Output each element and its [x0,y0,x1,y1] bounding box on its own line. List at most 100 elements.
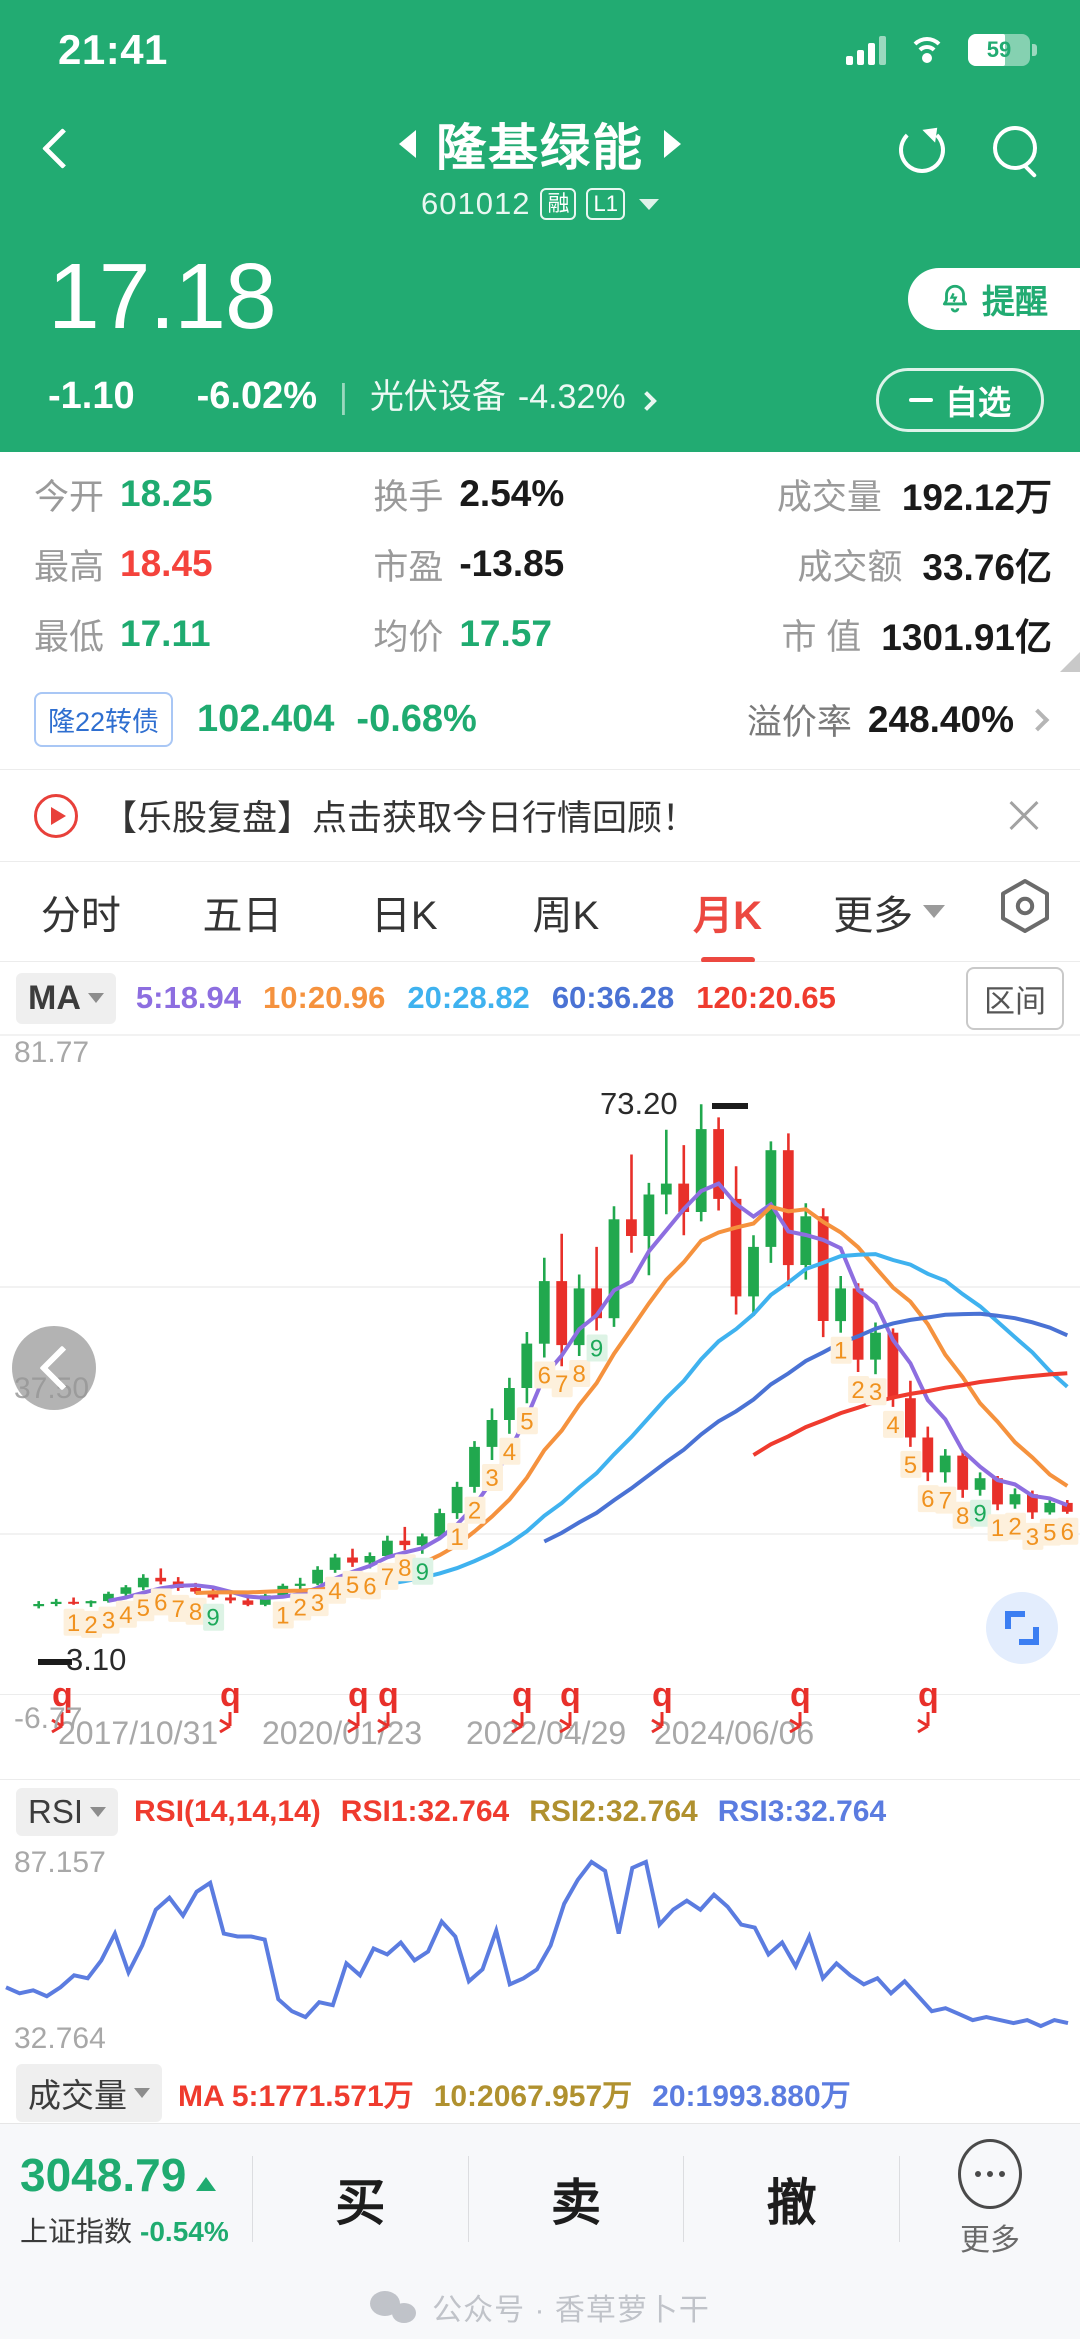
scroll-left-button[interactable] [12,1326,96,1410]
svg-text:9: 9 [206,1605,219,1632]
svg-text:4: 4 [886,1412,899,1439]
tab-wuri[interactable]: 五日 [202,893,283,938]
x-tick-3: 2024/06/06 [654,1715,815,1751]
rsi-selector[interactable]: RSI [16,1788,119,1836]
fullscreen-button[interactable] [986,1592,1058,1664]
y-axis-bottom-label: -6.77 [14,1702,83,1735]
svg-text:4: 4 [119,1602,132,1629]
level-tag: L1 [586,188,625,220]
bond-change-pct: -0.68% [356,698,477,740]
refresh-icon[interactable] [896,124,948,176]
rsi-panel[interactable]: RSI RSI(14,14,14) RSI1:32.764 RSI2:32.76… [0,1780,1080,2062]
divider [467,2156,469,2242]
svg-text:3: 3 [102,1608,115,1635]
index-value-row: 3048.79 [20,2148,252,2202]
svg-text:4: 4 [503,1439,516,1466]
expand-corner-icon[interactable] [1060,652,1080,672]
sector-link[interactable]: 光伏设备 -4.32% [370,369,657,418]
prev-stock-arrow-icon[interactable] [399,130,416,158]
stat-cell: 最低 17.11 [34,599,373,669]
more-button[interactable]: 更多 [900,2139,1080,2259]
bond-premium: 溢价率 248.40% [747,694,1050,745]
cancel-order-button[interactable]: 撤 [766,2175,817,2231]
tab-rik[interactable]: 日K [370,893,438,938]
stat-cell: 成交额 33.76亿 [713,529,1052,599]
ma20-value: 20:28.82 [407,980,530,1015]
stat-key: 今开 [34,477,105,517]
wechat-icon [370,2290,417,2323]
svg-text:7: 7 [939,1488,952,1515]
vol-ma20: 20:1993.880万 [652,2079,851,2113]
svg-text:3: 3 [485,1465,498,1492]
svg-text:2: 2 [851,1377,864,1404]
vol-ma10: 10:2067.957万 [433,2079,633,2113]
svg-text:q: q [790,1676,811,1714]
svg-text:8: 8 [956,1503,969,1530]
rsi-bottom-label: 32.764 [14,2022,106,2055]
convertible-bond-row[interactable]: 隆22转债 102.404 -0.68% 溢价率 248.40% [0,670,1080,770]
search-icon[interactable] [990,124,1042,176]
bond-tag: 隆22转债 [34,692,174,747]
quote-stats-table: 今开 18.25 换手 2.54% 成交量 192.12万 最高 18.45 市盈 -13… [0,452,1080,670]
chevron-right-icon [636,391,657,411]
svg-text:6: 6 [154,1589,167,1616]
tab-zhouk[interactable]: 周K [532,893,600,938]
index-name: 上证指数 [20,2216,133,2247]
stat-key: 最低 [34,617,105,657]
cellular-signal-icon [846,35,886,65]
rsi-svg [5,1859,1069,2029]
rsi-header: RSI RSI(14,14,14) RSI1:32.764 RSI2:32.76… [0,1780,1080,1836]
chart-settings-button[interactable] [970,878,1080,946]
svg-text:9: 9 [973,1501,986,1528]
stat-key: 成交额 [797,547,903,587]
settings-hex-icon [999,878,1051,945]
svg-text:5: 5 [1043,1520,1056,1547]
tab-label: 月K [693,893,762,938]
bell-icon [942,284,968,313]
tab-fenshi[interactable]: 分时 [40,893,121,938]
sell-button[interactable]: 卖 [551,2175,601,2231]
ma-selector[interactable]: MA [16,972,116,1024]
current-price: 17.18 [48,244,277,348]
index-sub-row: 上证指数 -0.54% [20,2210,252,2250]
chevron-down-icon[interactable] [638,198,659,210]
svg-text:5: 5 [904,1452,917,1479]
svg-text:6: 6 [1061,1519,1074,1546]
remind-button[interactable]: 提醒 [908,268,1080,330]
wifi-icon [908,35,946,65]
title-block: 隆基绿能 601012 融 L1 [0,108,1080,222]
promo-banner[interactable]: 【乐股复盘】点击获取今日行情回顾！ [0,770,1080,862]
x-tick-2: 2022/04/29 [466,1715,627,1751]
price-block: 17.18 -1.10 -6.02% | 光伏设备 -4.32% [48,244,657,418]
buy-button[interactable]: 买 [335,2175,386,2231]
range-button[interactable]: 区间 [966,966,1064,1030]
stat-cell: 市盈 -13.85 [373,529,712,599]
svg-text:3: 3 [311,1590,324,1617]
remind-label: 提醒 [982,283,1048,320]
svg-text:5: 5 [346,1572,359,1599]
rsi-chip-label: RSI [28,1793,84,1830]
stat-value: 33.76亿 [922,547,1052,588]
divider [899,2156,901,2242]
index-cell[interactable]: 3048.79 上证指数 -0.54% [0,2148,252,2250]
status-indicators: 59 [846,34,1037,66]
stat-key: 成交量 [776,477,882,517]
svg-text:q: q [512,1676,533,1714]
svg-text:8: 8 [573,1361,586,1388]
next-stock-arrow-icon[interactable] [664,130,681,158]
svg-text:1: 1 [991,1515,1004,1542]
minus-icon [909,398,933,402]
svg-text:4: 4 [328,1578,341,1605]
add-watchlist-button[interactable]: 自选 [876,368,1044,432]
svg-text:q: q [220,1676,241,1714]
close-icon[interactable] [1002,794,1046,838]
nav-actions [896,124,1042,176]
volume-selector[interactable]: 成交量 [16,2063,162,2122]
tab-more[interactable]: 更多 [808,883,970,941]
divider [252,2156,253,2242]
price-change-pct: -6.02% [196,375,318,417]
index-pct: -0.54% [140,2216,229,2247]
tab-yuek[interactable]: 月K [647,883,809,963]
